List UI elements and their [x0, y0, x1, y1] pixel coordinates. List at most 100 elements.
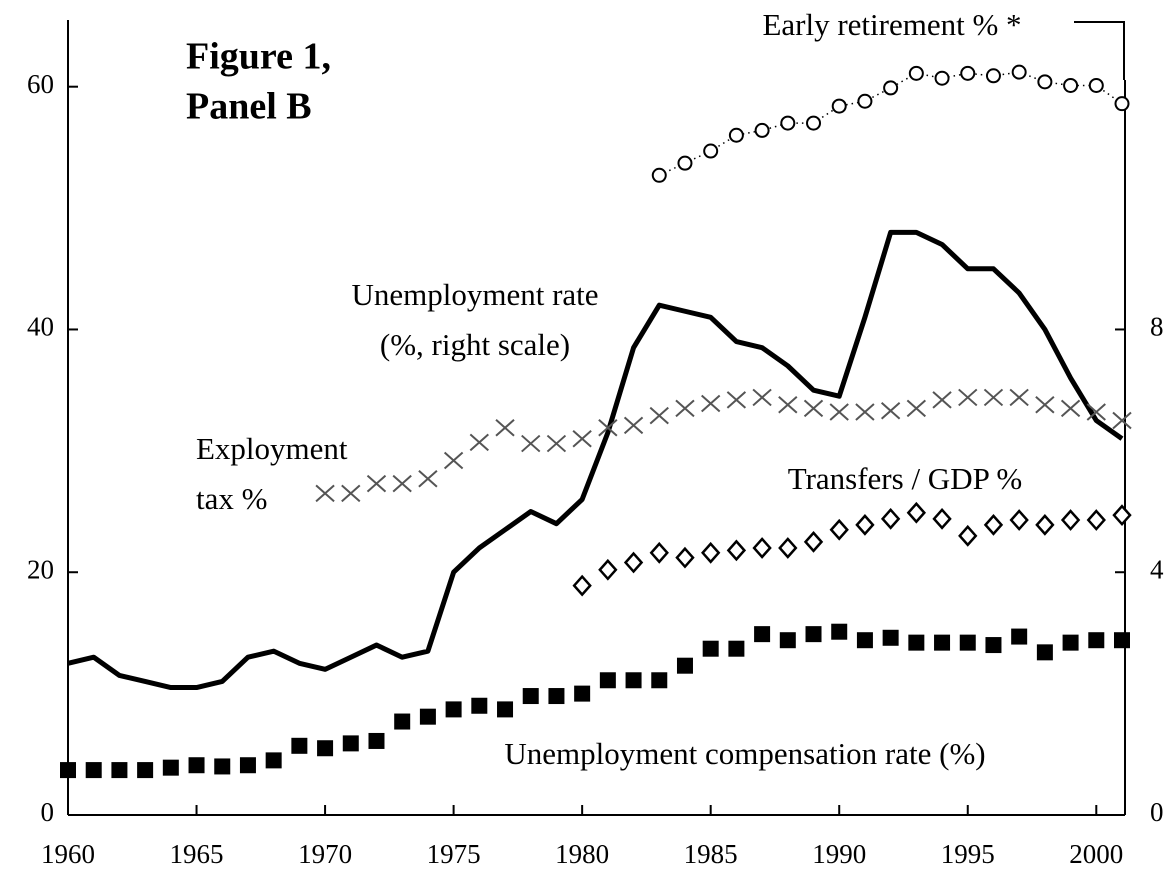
- marker: [806, 115, 822, 131]
- series-label: Transfers / GDP %: [788, 461, 1023, 496]
- marker: [726, 539, 747, 562]
- marker: [419, 708, 436, 725]
- marker: [803, 399, 824, 418]
- series-label: Exployment: [196, 431, 348, 466]
- marker: [960, 65, 976, 81]
- marker: [883, 80, 899, 96]
- marker: [1062, 634, 1079, 651]
- marker: [728, 640, 745, 657]
- marker: [1035, 514, 1055, 536]
- marker: [882, 629, 899, 646]
- marker: [906, 399, 927, 418]
- marker: [1037, 74, 1053, 90]
- marker: [521, 434, 541, 453]
- x-tick-label: 1970: [298, 839, 352, 869]
- marker: [675, 399, 695, 418]
- marker: [726, 391, 747, 409]
- marker: [880, 507, 901, 530]
- marker: [1011, 64, 1027, 80]
- marker: [831, 98, 847, 114]
- x-tick-label: 1990: [812, 839, 866, 869]
- marker: [778, 395, 798, 414]
- marker: [752, 388, 772, 407]
- marker: [599, 672, 616, 689]
- marker: [497, 701, 514, 718]
- marker: [985, 637, 1002, 654]
- marker: [574, 685, 591, 702]
- marker: [906, 501, 927, 524]
- marker: [985, 68, 1001, 84]
- marker: [443, 451, 464, 470]
- marker: [1112, 411, 1132, 430]
- marker: [368, 732, 385, 749]
- marker: [1088, 77, 1104, 93]
- label-bracket: [1074, 21, 1125, 80]
- marker: [675, 546, 695, 569]
- marker: [623, 551, 644, 574]
- marker: [317, 740, 334, 757]
- x-tick-label: 1965: [170, 839, 224, 869]
- marker: [572, 429, 592, 448]
- y-tick-label: 60: [27, 69, 54, 99]
- marker: [831, 623, 848, 640]
- marker: [829, 403, 849, 421]
- marker: [239, 757, 256, 774]
- series-label: tax %: [196, 481, 267, 516]
- series-line: [67, 229, 1124, 691]
- marker: [651, 672, 668, 689]
- x-tick-label: 1960: [41, 839, 95, 869]
- marker: [1035, 395, 1055, 414]
- marker: [522, 688, 539, 705]
- marker: [291, 737, 308, 754]
- marker: [880, 402, 901, 420]
- x-tick-label: 1975: [427, 839, 481, 869]
- marker: [934, 634, 951, 651]
- marker: [1009, 509, 1029, 531]
- marker: [1060, 399, 1081, 418]
- y2-tick-label: 0: [1150, 797, 1164, 827]
- marker: [598, 419, 618, 437]
- marker: [188, 757, 205, 774]
- marker: [572, 574, 592, 597]
- marker: [649, 541, 669, 564]
- marker: [1114, 96, 1130, 112]
- marker: [701, 394, 721, 413]
- marker: [983, 514, 1004, 536]
- marker: [932, 507, 952, 530]
- marker: [1009, 388, 1029, 407]
- marker: [754, 122, 770, 138]
- marker: [625, 672, 642, 689]
- series-label: Early retirement % *: [762, 7, 1021, 42]
- marker: [1114, 632, 1130, 649]
- marker: [366, 474, 387, 493]
- marker: [394, 713, 411, 730]
- marker: [701, 541, 721, 564]
- x-tick-label: 1980: [555, 839, 609, 869]
- marker: [908, 65, 924, 81]
- marker: [315, 484, 335, 503]
- marker: [548, 688, 565, 705]
- y-tick-label: 0: [41, 797, 55, 827]
- marker: [265, 752, 282, 769]
- y2-tick-label: 8: [1150, 312, 1164, 342]
- marker: [855, 514, 875, 536]
- marker: [959, 634, 976, 651]
- y-tick-label: 40: [27, 312, 54, 342]
- chart-title: Figure 1,: [186, 36, 331, 78]
- marker: [983, 388, 1004, 407]
- marker: [702, 640, 719, 657]
- chart-title: Panel B: [186, 86, 312, 128]
- marker: [598, 558, 618, 581]
- marker: [546, 434, 567, 453]
- marker: [1112, 504, 1132, 527]
- marker: [1011, 628, 1028, 645]
- marker: [934, 70, 950, 86]
- marker: [1086, 403, 1106, 421]
- marker: [856, 632, 873, 649]
- x-tick-label: 1995: [941, 839, 995, 869]
- y-tick-label: 20: [27, 554, 54, 584]
- marker: [495, 419, 515, 437]
- marker: [341, 484, 361, 503]
- marker: [60, 762, 76, 779]
- marker: [728, 127, 744, 143]
